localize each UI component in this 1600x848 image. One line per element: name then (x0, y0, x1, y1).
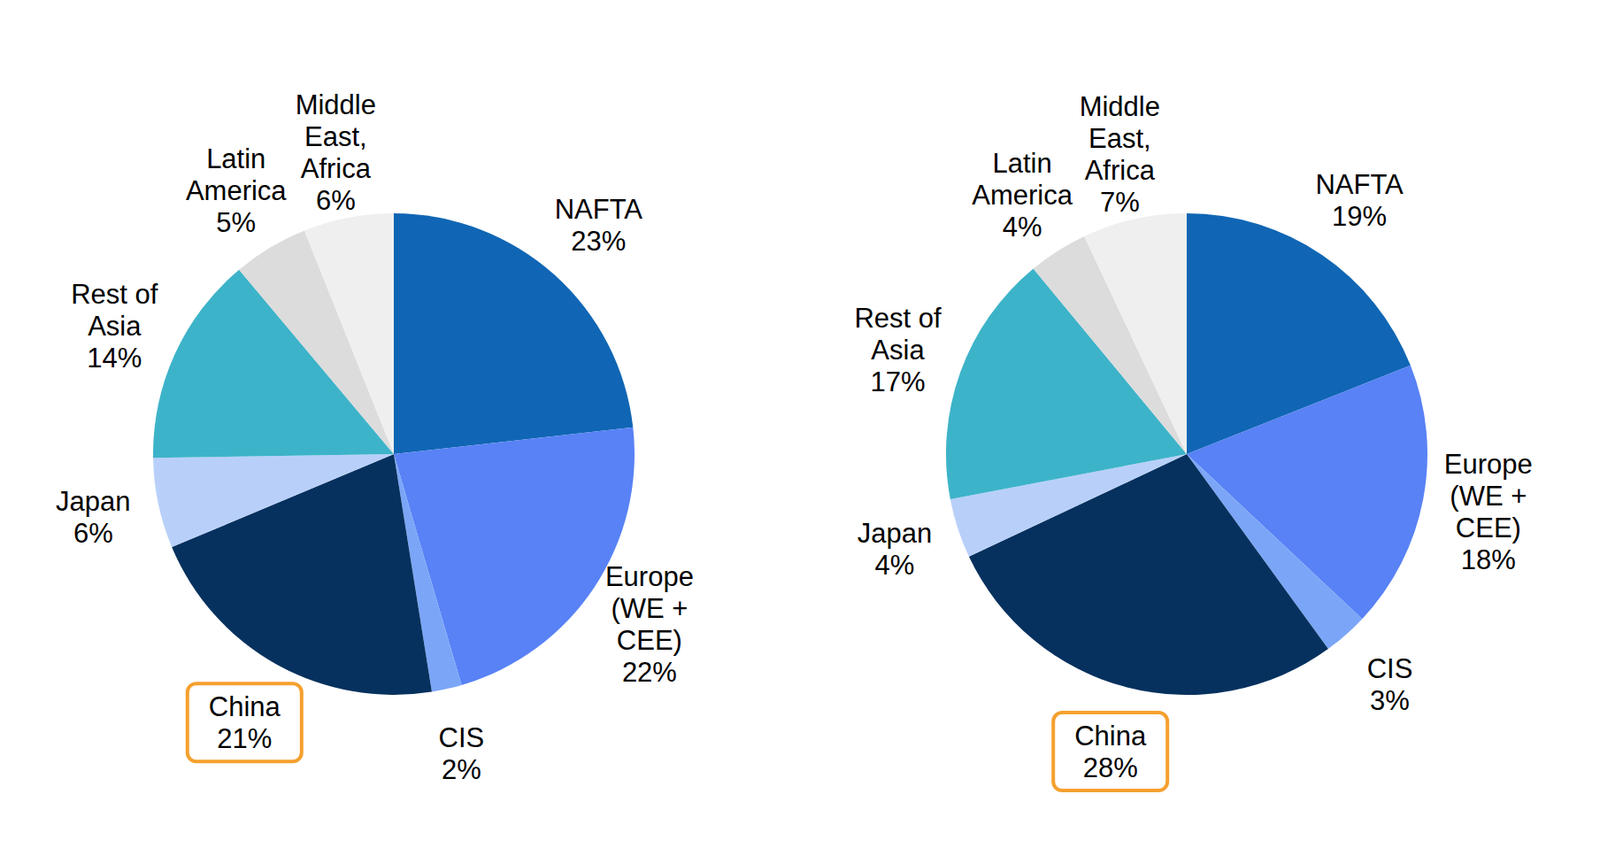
svg-text:CIS2%: CIS2% (438, 722, 485, 785)
svg-text:NAFTA23%: NAFTA23% (554, 193, 644, 257)
svg-text:Japan4%: Japan4% (857, 517, 932, 581)
svg-text:Europe(WE +CEE)18%: Europe(WE +CEE)18% (1444, 448, 1533, 576)
svg-text:LatinAmerica4%: LatinAmerica4% (971, 147, 1073, 243)
svg-text:NAFTA19%: NAFTA19% (1315, 169, 1404, 232)
svg-text:China28%: China28% (1074, 720, 1147, 784)
svg-text:MiddleEast,Africa6%: MiddleEast,Africa6% (295, 89, 377, 216)
svg-text:Rest ofAsia14%: Rest ofAsia14% (70, 278, 159, 374)
svg-text:Rest ofAsia17%: Rest ofAsia17% (853, 302, 942, 398)
svg-text:Japan6%: Japan6% (55, 485, 131, 549)
svg-text:China21%: China21% (208, 691, 282, 754)
svg-text:CIS3%: CIS3% (1367, 653, 1414, 716)
svg-text:MiddleEast,Africa7%: MiddleEast,Africa7% (1079, 91, 1161, 218)
svg-text:LatinAmerica5%: LatinAmerica5% (185, 143, 287, 239)
svg-text:Europe(WE +CEE)22%: Europe(WE +CEE)22% (605, 561, 694, 688)
